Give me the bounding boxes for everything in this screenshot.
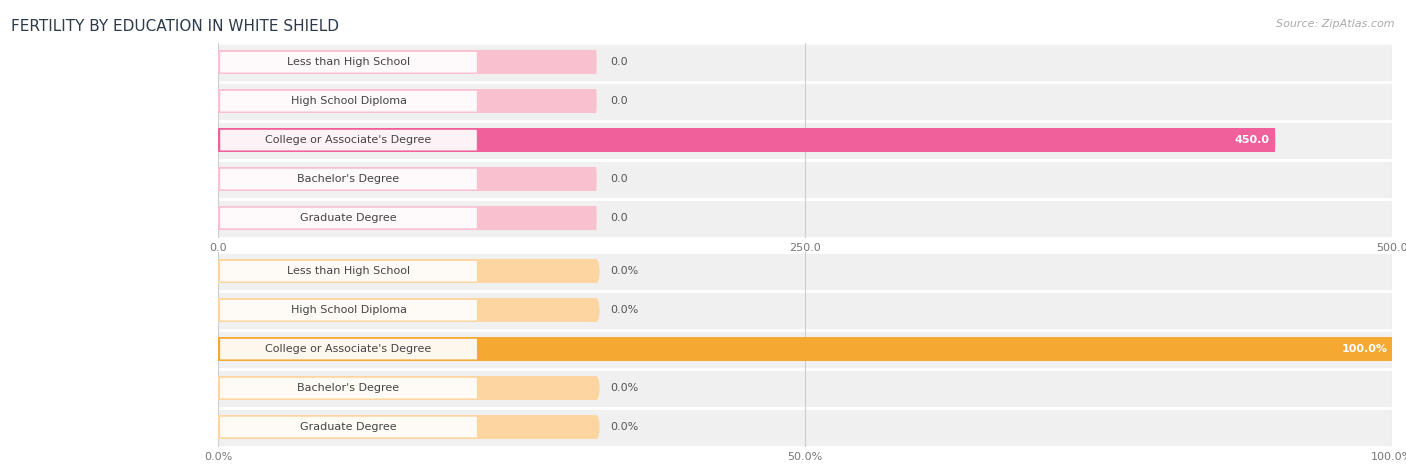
Circle shape (592, 376, 599, 400)
Circle shape (217, 89, 219, 113)
Circle shape (217, 167, 219, 191)
Bar (218, 369, 1392, 408)
Bar (218, 82, 1392, 121)
Bar (218, 259, 596, 283)
Bar (218, 89, 596, 113)
FancyBboxPatch shape (221, 261, 477, 282)
Text: High School Diploma: High School Diploma (291, 305, 406, 315)
Text: 0.0: 0.0 (610, 96, 627, 106)
Bar (218, 206, 596, 230)
Text: FERTILITY BY EDUCATION IN WHITE SHIELD: FERTILITY BY EDUCATION IN WHITE SHIELD (11, 19, 339, 34)
Text: 0.0: 0.0 (610, 57, 627, 67)
Text: Less than High School: Less than High School (287, 57, 411, 67)
Text: 0.0: 0.0 (610, 213, 627, 223)
FancyBboxPatch shape (221, 208, 477, 228)
Bar (218, 337, 1392, 361)
Bar (218, 167, 596, 191)
Circle shape (214, 298, 222, 322)
Circle shape (214, 376, 222, 400)
Text: 0.0%: 0.0% (610, 305, 638, 315)
Bar (218, 43, 1392, 82)
FancyBboxPatch shape (221, 52, 477, 73)
Bar (218, 252, 1392, 291)
Circle shape (595, 50, 596, 74)
FancyBboxPatch shape (221, 300, 477, 321)
Circle shape (595, 89, 596, 113)
Text: Source: ZipAtlas.com: Source: ZipAtlas.com (1277, 19, 1395, 29)
Circle shape (592, 259, 599, 283)
Text: 0.0%: 0.0% (610, 266, 638, 276)
Bar (218, 121, 1392, 160)
FancyBboxPatch shape (221, 417, 477, 437)
Circle shape (595, 206, 596, 230)
Text: Graduate Degree: Graduate Degree (301, 213, 396, 223)
Bar (218, 330, 1392, 369)
Text: Bachelor's Degree: Bachelor's Degree (298, 383, 399, 393)
Bar (218, 408, 1392, 446)
Bar (218, 376, 596, 400)
Text: Graduate Degree: Graduate Degree (301, 422, 396, 432)
FancyBboxPatch shape (221, 169, 477, 190)
Circle shape (214, 337, 222, 361)
Text: College or Associate's Degree: College or Associate's Degree (266, 344, 432, 354)
Text: College or Associate's Degree: College or Associate's Degree (266, 135, 432, 145)
Circle shape (592, 415, 599, 439)
Text: High School Diploma: High School Diploma (291, 96, 406, 106)
Bar (218, 160, 1392, 199)
Circle shape (1388, 337, 1396, 361)
Text: 100.0%: 100.0% (1341, 344, 1388, 354)
FancyBboxPatch shape (221, 339, 477, 360)
FancyBboxPatch shape (221, 378, 477, 399)
FancyBboxPatch shape (221, 91, 477, 112)
Text: 450.0: 450.0 (1234, 135, 1270, 145)
Bar (218, 415, 596, 439)
Circle shape (595, 167, 596, 191)
Circle shape (217, 128, 219, 152)
Bar (218, 50, 596, 74)
Text: 0.0%: 0.0% (610, 422, 638, 432)
Circle shape (217, 206, 219, 230)
Circle shape (214, 415, 222, 439)
Circle shape (214, 259, 222, 283)
Text: Bachelor's Degree: Bachelor's Degree (298, 174, 399, 184)
Bar (218, 298, 596, 322)
Bar (218, 199, 1392, 238)
Text: Less than High School: Less than High School (287, 266, 411, 276)
Text: 0.0%: 0.0% (610, 383, 638, 393)
Bar (218, 128, 1275, 152)
Circle shape (592, 298, 599, 322)
Bar (218, 291, 1392, 330)
Circle shape (1274, 128, 1275, 152)
Circle shape (217, 50, 219, 74)
FancyBboxPatch shape (221, 130, 477, 151)
Text: 0.0: 0.0 (610, 174, 627, 184)
